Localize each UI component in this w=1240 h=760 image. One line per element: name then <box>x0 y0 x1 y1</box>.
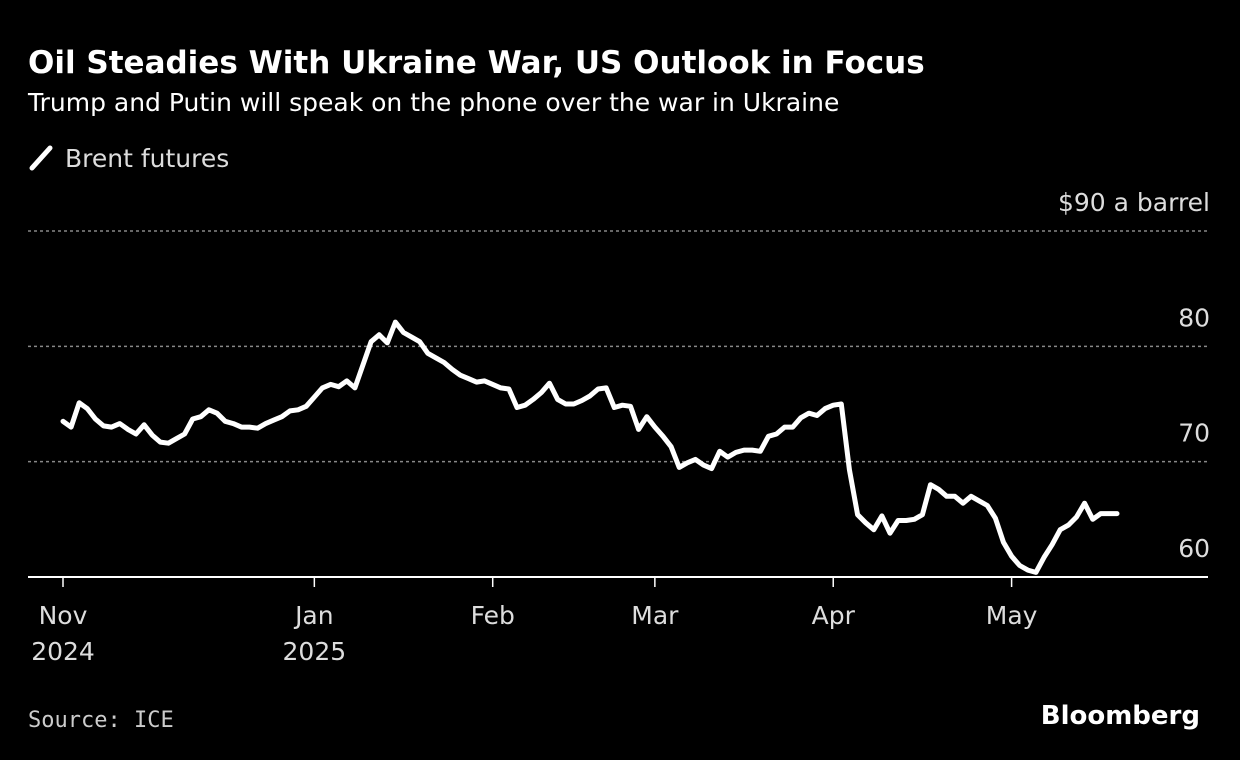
x-tick-label: Jan 2025 <box>283 601 347 666</box>
chart-title: Oil Steadies With Ukraine War, US Outloo… <box>28 45 925 81</box>
y-tick-label: 60 <box>1178 534 1210 563</box>
brand: Bloomberg <box>1041 701 1200 731</box>
y-tick-label: 80 <box>1178 303 1210 332</box>
legend-label: Brent futures <box>65 144 229 173</box>
data-line <box>60 319 1120 575</box>
x-tick-label: Nov 2024 <box>31 601 95 666</box>
x-tick-label: Feb <box>471 601 515 630</box>
chart-subtitle: Trump and Putin will speak on the phone … <box>27 88 839 117</box>
x-tick-label: Mar <box>631 601 679 630</box>
legend-swatch <box>29 145 53 171</box>
source: Source: ICE <box>28 708 174 733</box>
x-tick-label: May <box>986 601 1038 630</box>
y-tick-label: $90 a barrel <box>1058 188 1210 217</box>
x-tick-label: Apr <box>812 601 856 630</box>
y-tick-label: 70 <box>1178 419 1210 448</box>
